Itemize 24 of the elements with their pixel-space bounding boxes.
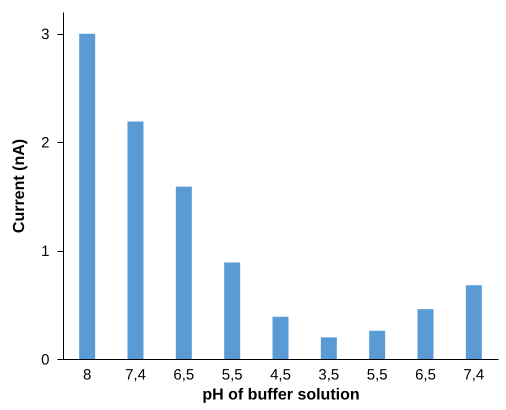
bar — [418, 309, 434, 359]
y-axis-title: Current (nA) — [11, 138, 28, 234]
x-tick-label: 6,5 — [173, 366, 194, 384]
x-tick-label: 6,5 — [415, 366, 436, 384]
bar — [176, 186, 192, 359]
x-tick-label: 4,5 — [270, 366, 291, 384]
y-tick-label: 0 — [41, 352, 50, 368]
bar — [224, 262, 240, 359]
x-tick-label: 7,4 — [125, 366, 146, 384]
bar — [79, 34, 96, 359]
bar — [128, 122, 144, 359]
x-tick-label: 3,5 — [318, 366, 340, 384]
x-tick-label: 7,4 — [463, 366, 484, 384]
y-tick-label: 1 — [41, 243, 50, 260]
bar — [466, 285, 482, 359]
y-tick-label: 2 — [41, 134, 50, 152]
bar — [272, 316, 288, 359]
bar — [320, 337, 337, 359]
bar — [369, 330, 386, 359]
x-axis-title: pH of buffer solution — [202, 386, 360, 404]
x-tick-label: 8 — [82, 366, 92, 384]
x-tick-label: 5,5 — [222, 366, 243, 384]
y-tick-label: 3 — [41, 26, 50, 44]
x-tick-label: 5,5 — [366, 366, 388, 384]
